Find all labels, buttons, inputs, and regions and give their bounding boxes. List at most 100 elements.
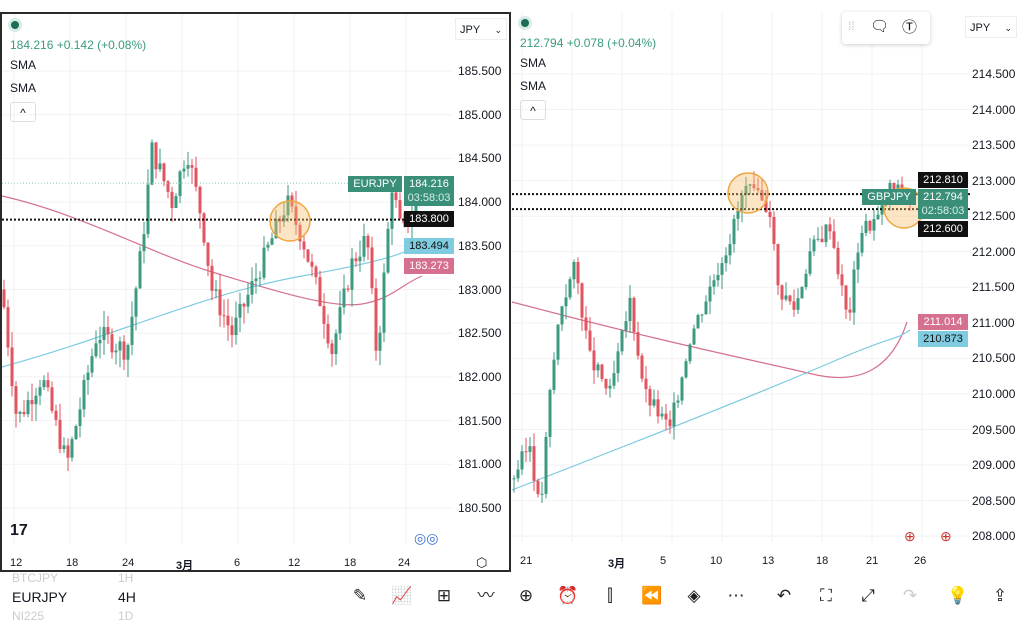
add-icon[interactable]: ⊕ [518, 586, 534, 605]
market-status-icon [518, 16, 532, 30]
candle [334, 333, 338, 355]
settings-icon[interactable]: ⬡ [476, 555, 488, 570]
currency-select[interactable]: JPY ⌄ [965, 16, 1017, 38]
candle [780, 285, 784, 300]
lower-line-tag: 212.600 [918, 221, 968, 237]
uk-event-flag-icon[interactable]: ⊕ [940, 528, 952, 544]
candle [230, 325, 234, 336]
candle [620, 330, 624, 352]
candle [214, 289, 218, 291]
layouts-grid-icon[interactable]: ⊞ [436, 586, 452, 605]
candle [672, 402, 676, 427]
candle [760, 190, 764, 201]
layers-icon[interactable]: ◈ [687, 586, 701, 605]
gbpjpy-chart-pane[interactable]: 212.794 +0.078 (+0.04%) SMA SMA ^ JPY ⌄ 2… [512, 12, 1024, 572]
indicator-sma[interactable]: SMA [520, 79, 547, 93]
ideas-lightbulb-icon[interactable]: 💡 [947, 586, 969, 605]
candle [46, 380, 50, 388]
candle [42, 380, 46, 388]
candle [856, 252, 860, 270]
candle [600, 364, 604, 379]
candle [70, 439, 74, 458]
candle [696, 315, 700, 329]
symbol-tag: EURJPY [348, 176, 402, 192]
horizontal-line-tag: 183.800 [404, 211, 454, 227]
candle [632, 297, 636, 333]
candle [872, 219, 876, 231]
candle [134, 288, 138, 317]
indicator-sma[interactable]: SMA [520, 56, 547, 70]
collapse-legend-button[interactable]: ^ [520, 100, 546, 120]
candle [414, 197, 418, 215]
watchlist-symbol[interactable]: NI225 [12, 609, 45, 623]
candle [34, 395, 38, 405]
bar-countdown: 02:58:03 [921, 205, 965, 217]
indicators-icon[interactable]: 📈 [391, 586, 413, 605]
candle [860, 232, 864, 253]
candle [512, 478, 516, 480]
watchlist-interval[interactable]: 1H [118, 571, 134, 585]
currency-select[interactable]: JPY ⌄ [455, 18, 507, 40]
drawing-tools-icon[interactable]: ✎ [352, 586, 368, 605]
currency-value: JPY [970, 22, 991, 34]
candle [592, 350, 596, 371]
comment-icon[interactable]: 🗨 [870, 18, 890, 35]
candle [792, 301, 796, 310]
more-icon[interactable]: ⋯ [727, 586, 745, 605]
candle [652, 399, 656, 406]
candle [868, 220, 872, 231]
sma-pink-line [512, 301, 908, 379]
candle [374, 288, 378, 351]
candle [540, 493, 544, 495]
candle [684, 361, 688, 378]
candle [836, 247, 840, 275]
price-axis-label: 208.000 [972, 529, 1016, 544]
active-interval[interactable]: 4H [118, 589, 136, 605]
redo-icon[interactable]: ↷ [902, 586, 918, 605]
alert-clock-icon[interactable]: ⏰ [557, 586, 579, 605]
candle [764, 200, 768, 212]
candle [142, 234, 146, 252]
text-tool-icon[interactable]: Ⓣ [902, 19, 918, 36]
collapse-legend-button[interactable]: ^ [10, 102, 36, 122]
price-axis-label: 214.500 [972, 67, 1016, 81]
candle [776, 244, 780, 286]
price-axis-label: 185.500 [458, 64, 502, 78]
candle [298, 224, 302, 242]
candle [796, 298, 800, 310]
watchlist-symbol[interactable]: BTCJPY [12, 571, 59, 585]
active-symbol[interactable]: EURJPY [12, 589, 68, 605]
gbpjpy-chart[interactable] [512, 12, 1024, 572]
indicator-sma[interactable]: SMA [10, 81, 37, 95]
compare-icon[interactable]: 〰 [477, 586, 495, 605]
candle [532, 446, 536, 481]
uk-event-flag-icon[interactable]: ⊕ [904, 528, 916, 544]
time-axis-label: 24 [122, 557, 135, 569]
candle [146, 184, 150, 235]
candle [824, 224, 828, 243]
candle [86, 372, 90, 381]
price-axis-label: 211.000 [972, 315, 1015, 330]
chart-type-candles-icon[interactable]: ⫿ [607, 586, 613, 605]
candle [390, 192, 394, 229]
candle [158, 163, 162, 170]
eurjpy-chart-pane[interactable]: 184.216 +0.142 (+0.08%) SMA SMA ^ JPY ⌄ 1… [0, 12, 511, 572]
event-flags-icon[interactable]: ◎◎ [414, 530, 439, 546]
watchlist-interval[interactable]: 1D [118, 609, 134, 623]
price-axis-label: 183.000 [458, 282, 502, 297]
floating-toolbar: ⁞⁞ 🗨 Ⓣ [842, 12, 930, 44]
eurjpy-chart[interactable] [2, 14, 509, 570]
fullscreen-icon[interactable]: ⛶ [820, 586, 832, 605]
candle [516, 469, 520, 479]
expand-icon[interactable]: ⤢ [861, 586, 875, 605]
candle [2, 289, 6, 308]
candle [560, 306, 564, 325]
share-icon[interactable]: ⇪ [992, 586, 1008, 605]
candle [716, 274, 720, 281]
indicator-sma[interactable]: SMA [10, 58, 37, 72]
replay-icon[interactable]: ⏪ [641, 586, 663, 605]
drag-handle-icon[interactable]: ⁞⁞ [848, 19, 855, 33]
undo-icon[interactable]: ↶ [776, 586, 792, 605]
candle [262, 247, 266, 278]
price-axis-label: 210.500 [972, 351, 1016, 366]
